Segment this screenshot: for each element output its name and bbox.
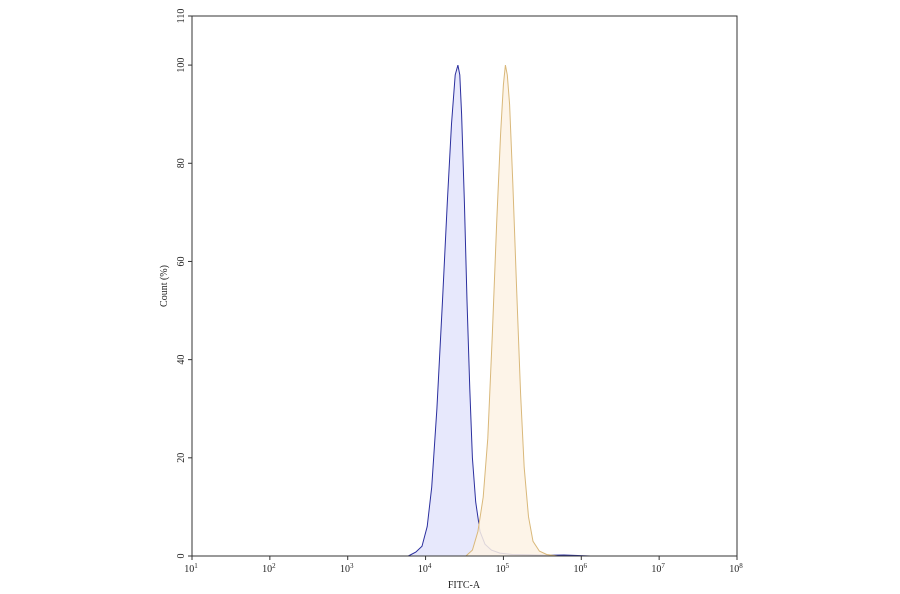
y-tick-label: 110: [176, 9, 187, 24]
plot-area-frame: [191, 15, 738, 557]
y-axis-title: Count (%): [159, 265, 170, 307]
x-tick-label: 105: [496, 562, 510, 575]
series-1-fill: [408, 65, 591, 556]
y-tick-label: 20: [176, 453, 187, 463]
x-axis: 101 102 103 104 105 106 107 108: [184, 556, 743, 575]
x-tick-label: 104: [418, 562, 432, 575]
x-tick-label: 103: [340, 562, 354, 575]
x-tick-label: 102: [262, 562, 276, 575]
y-tick-label: 0: [176, 554, 187, 559]
x-tick-label: 107: [651, 562, 665, 575]
series-2-fill: [465, 65, 558, 556]
series-layer: [408, 64, 591, 557]
y-tick-label: 100: [176, 58, 187, 73]
series-2-line: [465, 65, 558, 557]
x-tick-label: 108: [729, 562, 743, 575]
y-tick-label: 40: [176, 355, 187, 365]
x-axis-title: FITC-A: [448, 580, 481, 591]
x-tick-label: 101: [184, 562, 198, 575]
x-tick-label: 106: [574, 562, 588, 575]
y-tick-label: 60: [176, 257, 187, 267]
y-tick-label: 80: [176, 158, 187, 168]
y-axis: 0 20 40 60 80 100 110: [176, 9, 192, 559]
